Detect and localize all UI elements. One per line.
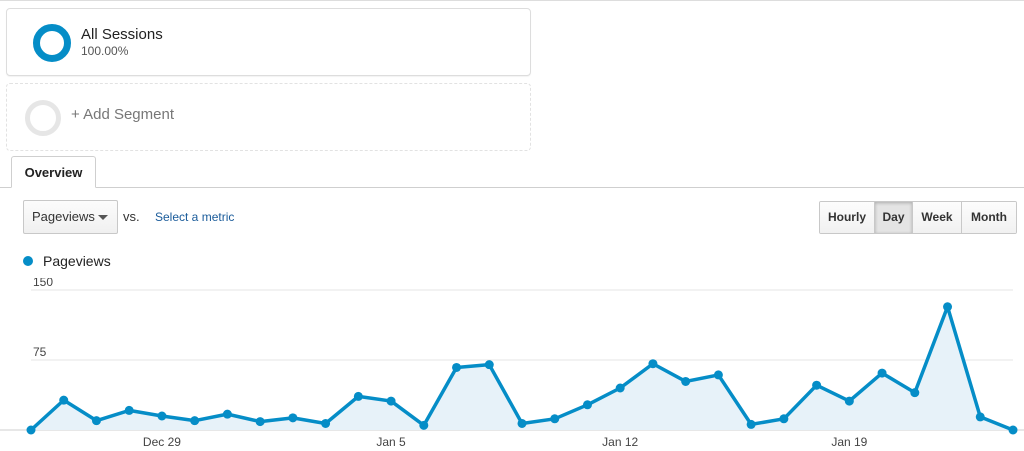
data-point	[484, 360, 494, 370]
data-point	[452, 362, 462, 372]
period-week-button[interactable]: Week	[913, 202, 962, 233]
x-tick-label: Jan 19	[831, 435, 867, 449]
data-point	[255, 417, 265, 427]
legend-pageviews-label: Pageviews	[43, 253, 111, 269]
data-point	[1008, 425, 1018, 435]
segment-name: All Sessions	[81, 26, 163, 43]
segment-all-sessions[interactable]: All Sessions 100.00%	[6, 8, 531, 76]
segment-percent: 100.00%	[81, 44, 129, 58]
data-point	[975, 412, 985, 422]
tab-overview[interactable]: Overview	[11, 156, 96, 188]
chevron-down-icon	[98, 215, 108, 220]
tab-divider	[0, 187, 1024, 188]
data-point	[615, 383, 625, 393]
period-hourly-button[interactable]: Hourly	[820, 202, 875, 233]
data-point	[844, 396, 854, 406]
data-point	[779, 414, 789, 424]
segment-donut-icon	[33, 24, 71, 62]
data-point	[59, 395, 69, 405]
data-point	[190, 416, 200, 426]
data-point	[91, 416, 101, 426]
data-point	[550, 414, 560, 424]
data-point	[910, 388, 920, 398]
period-day-button[interactable]: Day	[875, 202, 913, 233]
data-point	[648, 359, 658, 369]
data-point	[124, 405, 134, 415]
top-divider	[0, 0, 1024, 1]
metric-dropdown-value: Pageviews	[32, 209, 95, 224]
y-tick-label: 150	[33, 278, 53, 289]
vs-label: vs.	[123, 209, 140, 224]
pageviews-area	[31, 306, 1013, 430]
data-point	[713, 370, 723, 380]
y-tick-label: 75	[33, 345, 47, 359]
period-toggle-group: Hourly Day Week Month	[819, 201, 1017, 234]
data-point	[582, 400, 592, 410]
period-month-button[interactable]: Month	[962, 202, 1016, 233]
data-point	[321, 418, 331, 428]
data-point	[26, 425, 36, 435]
data-point	[222, 409, 232, 419]
x-tick-label: Jan 5	[376, 435, 406, 449]
data-point	[681, 376, 691, 386]
data-point	[517, 418, 527, 428]
data-point	[353, 391, 363, 401]
metric-dropdown[interactable]: Pageviews	[23, 200, 118, 234]
data-point	[812, 380, 822, 390]
x-tick-label: Dec 29	[143, 435, 181, 449]
add-segment-button[interactable]: + Add Segment	[71, 106, 174, 123]
data-point	[288, 413, 298, 423]
data-point	[943, 302, 953, 312]
data-point	[419, 420, 429, 430]
legend-pageviews-dot	[23, 256, 33, 266]
data-point	[877, 368, 887, 378]
data-point	[386, 396, 396, 406]
data-point	[157, 411, 167, 421]
data-point	[746, 419, 756, 429]
select-metric-link[interactable]: Select a metric	[155, 210, 235, 224]
x-tick-label: Jan 12	[602, 435, 638, 449]
pageviews-chart: 150 75 Dec 29 Jan 5 Jan 12 Jan 19	[0, 278, 1024, 449]
empty-segment-ring-icon	[25, 100, 61, 136]
add-segment-card[interactable]: + Add Segment	[6, 83, 531, 151]
